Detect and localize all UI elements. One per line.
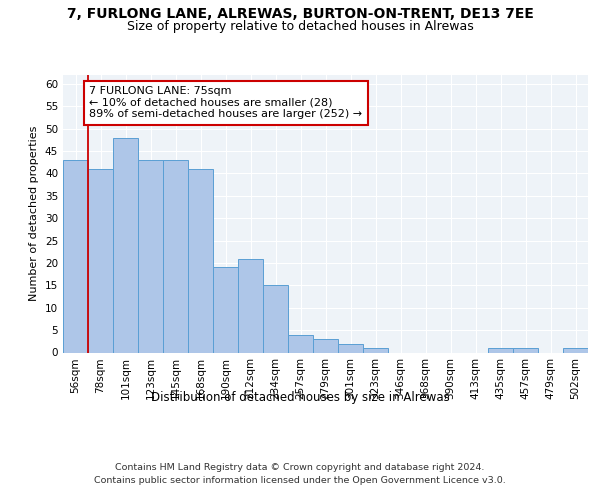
Bar: [138, 160, 163, 352]
Text: Contains public sector information licensed under the Open Government Licence v3: Contains public sector information licen…: [94, 476, 506, 485]
Bar: [88, 169, 113, 352]
Y-axis label: Number of detached properties: Number of detached properties: [29, 126, 40, 302]
Bar: [313, 339, 338, 352]
Text: Contains HM Land Registry data © Crown copyright and database right 2024.: Contains HM Land Registry data © Crown c…: [115, 462, 485, 471]
Bar: [238, 258, 263, 352]
Bar: [63, 160, 88, 352]
Bar: [488, 348, 513, 352]
Bar: [263, 286, 288, 352]
Text: Distribution of detached houses by size in Alrewas: Distribution of detached houses by size …: [151, 391, 449, 404]
Bar: [113, 138, 138, 352]
Text: Size of property relative to detached houses in Alrewas: Size of property relative to detached ho…: [127, 20, 473, 33]
Text: 7 FURLONG LANE: 75sqm
← 10% of detached houses are smaller (28)
89% of semi-deta: 7 FURLONG LANE: 75sqm ← 10% of detached …: [89, 86, 362, 120]
Bar: [213, 268, 238, 352]
Bar: [288, 334, 313, 352]
Text: 7, FURLONG LANE, ALREWAS, BURTON-ON-TRENT, DE13 7EE: 7, FURLONG LANE, ALREWAS, BURTON-ON-TREN…: [67, 8, 533, 22]
Bar: [513, 348, 538, 352]
Bar: [563, 348, 588, 352]
Bar: [188, 169, 213, 352]
Bar: [163, 160, 188, 352]
Bar: [363, 348, 388, 352]
Bar: [338, 344, 363, 352]
